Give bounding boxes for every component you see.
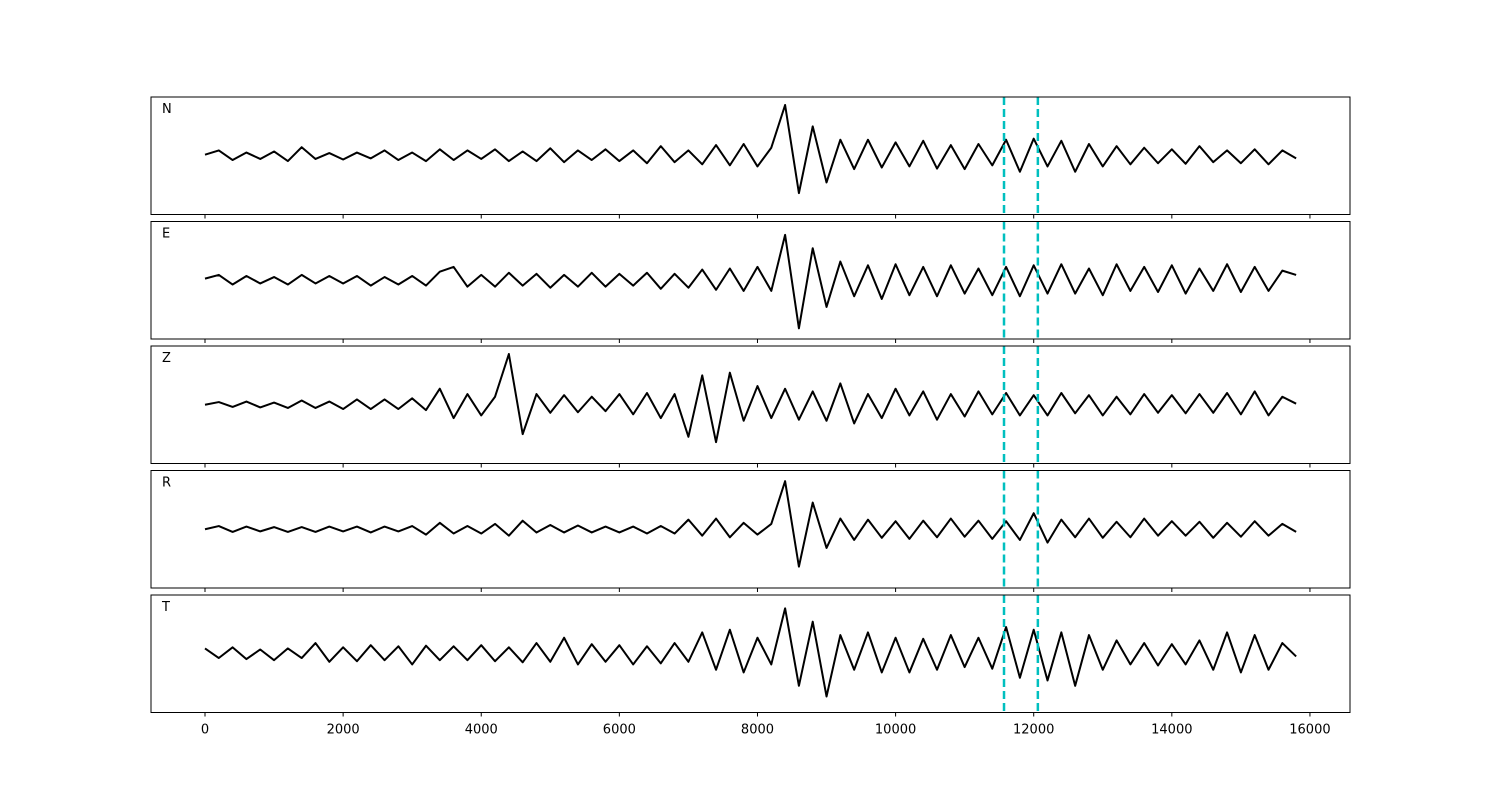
trace: [204, 480, 1297, 568]
trace: [204, 353, 1297, 444]
panel-frame: [150, 96, 1351, 215]
panel-frame: [150, 345, 1351, 464]
x-tick-label: 12000: [1013, 723, 1054, 738]
panel-frame: [150, 470, 1351, 589]
panel-frame: [150, 594, 1351, 713]
panel-frame: [150, 221, 1351, 340]
x-tick-label: 16000: [1289, 723, 1330, 738]
x-tick-label: 4000: [465, 723, 498, 738]
trace: [204, 607, 1297, 698]
x-tick-label: 8000: [741, 723, 774, 738]
panel-label: Z: [162, 351, 171, 366]
panel-label: E: [162, 227, 170, 242]
trace: [204, 104, 1297, 195]
x-tick-label: 2000: [327, 723, 360, 738]
x-tick-label: 10000: [875, 723, 916, 738]
panel-label: T: [161, 600, 170, 615]
x-tick-label: 14000: [1151, 723, 1192, 738]
panel-label: N: [162, 102, 172, 117]
x-tick-label: 6000: [603, 723, 636, 738]
panel-label: R: [162, 476, 171, 491]
trace: [204, 233, 1297, 330]
x-tick-label: 0: [201, 723, 209, 738]
